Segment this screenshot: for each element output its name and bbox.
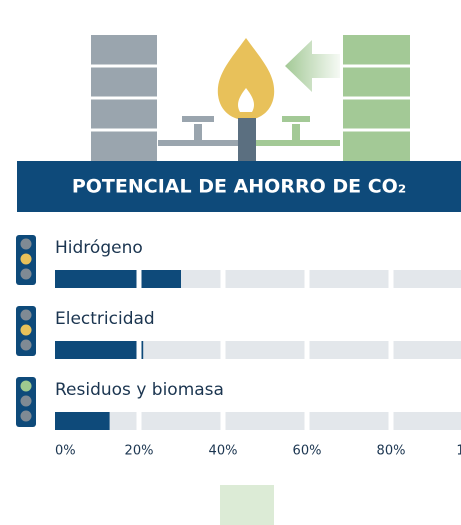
tick-gap bbox=[305, 270, 310, 288]
page: POTENCIAL DE AHORRO DE CO₂ Hidrógeno Elec… bbox=[0, 0, 461, 525]
indicator-light bbox=[21, 381, 32, 392]
bar-track bbox=[55, 412, 461, 430]
indicator-light bbox=[21, 396, 32, 407]
category-label: Residuos y biomasa bbox=[55, 380, 224, 400]
tick-gap bbox=[389, 270, 394, 288]
category-label: Hidrógeno bbox=[55, 238, 143, 258]
tick-gap bbox=[389, 341, 394, 359]
indicator-light bbox=[21, 269, 32, 280]
tick-gap bbox=[305, 341, 310, 359]
tick-gap bbox=[221, 412, 226, 430]
tick-gap bbox=[137, 341, 142, 359]
indicator-light bbox=[21, 340, 32, 351]
x-tick-label: 0% bbox=[55, 444, 76, 459]
x-tick-label: 40% bbox=[209, 444, 238, 459]
indicator-light bbox=[21, 411, 32, 422]
chart-title: POTENCIAL DE AHORRO DE CO₂ bbox=[72, 176, 406, 198]
tick-gap bbox=[305, 412, 310, 430]
tick-gap bbox=[137, 412, 142, 430]
category-label: Electricidad bbox=[55, 309, 155, 329]
bar bbox=[55, 412, 110, 430]
bar bbox=[55, 270, 181, 288]
indicator-light bbox=[21, 239, 32, 250]
tick-gap bbox=[137, 270, 142, 288]
x-tick-label: 100% bbox=[456, 444, 461, 459]
x-tick-label: 20% bbox=[125, 444, 154, 459]
indicator-light bbox=[21, 310, 32, 321]
tick-gap bbox=[221, 341, 226, 359]
chart: POTENCIAL DE AHORRO DE CO₂ Hidrógeno Elec… bbox=[0, 0, 461, 525]
indicator-light bbox=[21, 254, 32, 265]
indicator-light bbox=[21, 325, 32, 336]
x-tick-label: 60% bbox=[293, 444, 322, 459]
x-tick-label: 80% bbox=[377, 444, 406, 459]
bar bbox=[55, 341, 143, 359]
tick-gap bbox=[389, 412, 394, 430]
tick-gap bbox=[221, 270, 226, 288]
